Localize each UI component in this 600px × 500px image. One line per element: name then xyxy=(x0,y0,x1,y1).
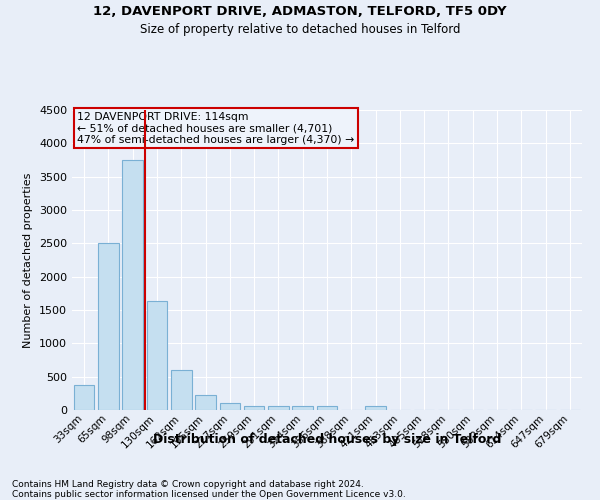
Text: Contains HM Land Registry data © Crown copyright and database right 2024.: Contains HM Land Registry data © Crown c… xyxy=(12,480,364,489)
Bar xyxy=(122,160,143,410)
Bar xyxy=(98,244,119,410)
Bar xyxy=(195,394,216,410)
Text: 12, DAVENPORT DRIVE, ADMASTON, TELFORD, TF5 0DY: 12, DAVENPORT DRIVE, ADMASTON, TELFORD, … xyxy=(93,5,507,18)
Bar xyxy=(292,406,313,410)
Text: Size of property relative to detached houses in Telford: Size of property relative to detached ho… xyxy=(140,22,460,36)
Text: Contains public sector information licensed under the Open Government Licence v3: Contains public sector information licen… xyxy=(12,490,406,499)
Bar xyxy=(365,406,386,410)
Text: Distribution of detached houses by size in Telford: Distribution of detached houses by size … xyxy=(153,432,501,446)
Bar xyxy=(244,406,265,410)
Bar xyxy=(146,300,167,410)
Y-axis label: Number of detached properties: Number of detached properties xyxy=(23,172,34,348)
Bar xyxy=(268,406,289,410)
Bar xyxy=(317,406,337,410)
Bar xyxy=(74,384,94,410)
Text: 12 DAVENPORT DRIVE: 114sqm
← 51% of detached houses are smaller (4,701)
47% of s: 12 DAVENPORT DRIVE: 114sqm ← 51% of deta… xyxy=(77,112,355,144)
Bar xyxy=(171,370,191,410)
Bar xyxy=(220,403,240,410)
